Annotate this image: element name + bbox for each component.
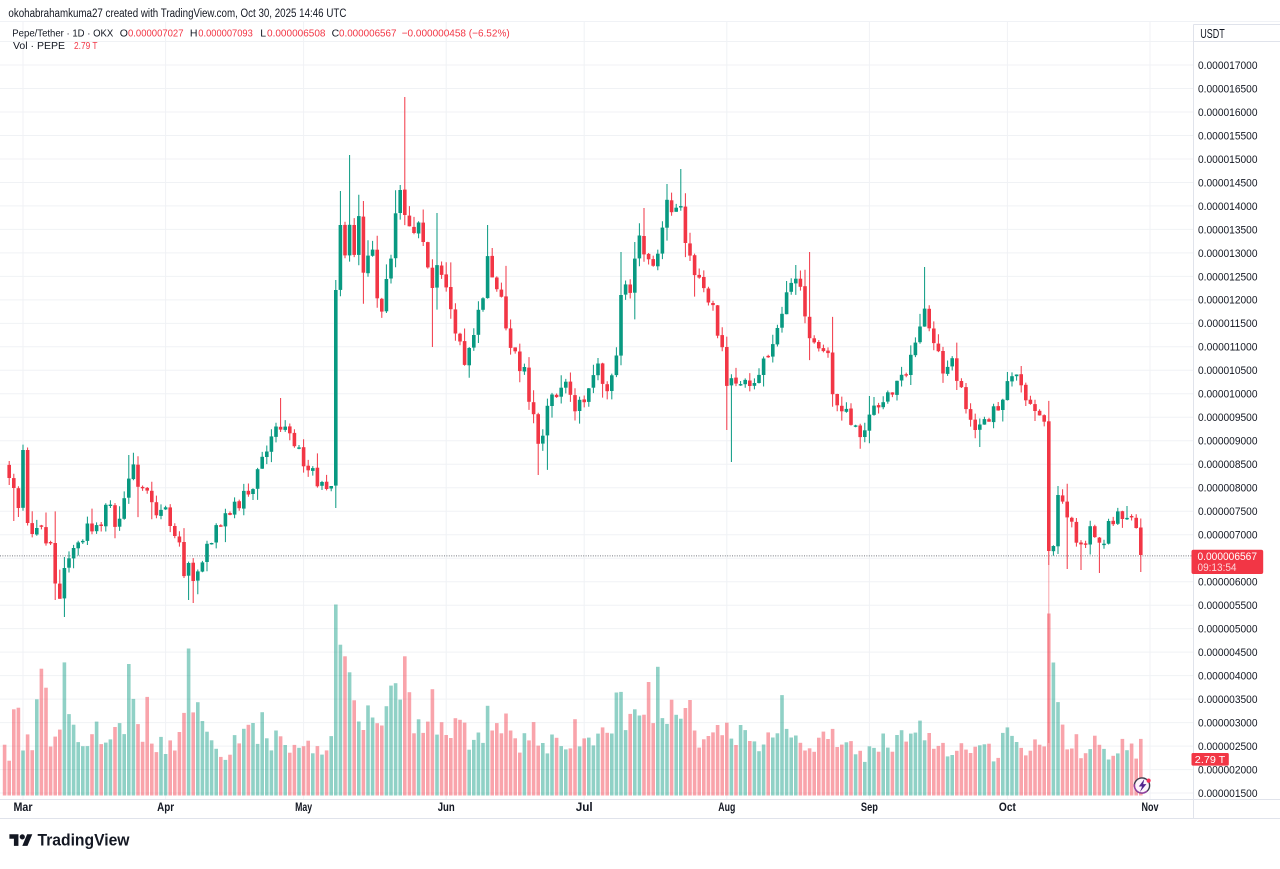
svg-text:0.000007000: 0.000007000 <box>1198 530 1258 542</box>
svg-text:Nov: Nov <box>1142 800 1159 814</box>
svg-text:okohabrahamkuma27 created with: okohabrahamkuma27 created with TradingVi… <box>8 8 346 20</box>
svg-text:09:13:54: 09:13:54 <box>1198 562 1237 574</box>
svg-text:0.000014500: 0.000014500 <box>1198 177 1258 189</box>
svg-text:0.000003500: 0.000003500 <box>1198 694 1258 706</box>
svg-text:0.000007027: 0.000007027 <box>128 27 184 39</box>
svg-text:0.000009500: 0.000009500 <box>1198 412 1258 424</box>
svg-text:0.000004000: 0.000004000 <box>1198 671 1258 683</box>
svg-text:0.000003000: 0.000003000 <box>1198 717 1258 729</box>
svg-text:2.79 T: 2.79 T <box>1195 755 1226 766</box>
svg-text:0.000011500: 0.000011500 <box>1198 318 1258 330</box>
svg-text:Pepe/Tether · 1D · OKX: Pepe/Tether · 1D · OKX <box>12 27 113 39</box>
svg-text:0.000010500: 0.000010500 <box>1198 365 1258 377</box>
svg-text:O: O <box>120 27 128 39</box>
svg-text:−0.000000458 (−6.52%): −0.000000458 (−6.52%) <box>402 27 510 39</box>
svg-text:Aug: Aug <box>718 800 735 814</box>
svg-text:0.000015000: 0.000015000 <box>1198 154 1258 166</box>
svg-text:0.000002000: 0.000002000 <box>1198 764 1258 776</box>
svg-text:0.000001500: 0.000001500 <box>1198 788 1258 800</box>
svg-text:0.000015500: 0.000015500 <box>1198 130 1258 142</box>
svg-text:TradingView: TradingView <box>38 832 130 850</box>
svg-text:Sep: Sep <box>861 800 878 814</box>
svg-text:0.000004500: 0.000004500 <box>1198 647 1258 659</box>
svg-text:Oct: Oct <box>999 800 1016 814</box>
svg-text:0.000008000: 0.000008000 <box>1198 483 1258 495</box>
svg-text:2.79 T: 2.79 T <box>74 40 98 52</box>
svg-text:Mar: Mar <box>14 800 33 814</box>
svg-text:May: May <box>295 800 312 814</box>
svg-text:0.000008500: 0.000008500 <box>1198 459 1258 471</box>
svg-text:0.000006567: 0.000006567 <box>339 27 397 39</box>
svg-text:0.000010000: 0.000010000 <box>1198 389 1258 401</box>
svg-text:Jun: Jun <box>438 800 455 814</box>
svg-text:0.000013500: 0.000013500 <box>1198 224 1258 236</box>
svg-text:Apr: Apr <box>157 800 174 814</box>
svg-text:H: H <box>190 27 198 39</box>
svg-text:0.000006567: 0.000006567 <box>1198 551 1258 563</box>
svg-text:0.000007500: 0.000007500 <box>1198 506 1258 518</box>
svg-text:0.000006508: 0.000006508 <box>267 27 326 39</box>
svg-text:0.000012500: 0.000012500 <box>1198 271 1258 283</box>
svg-text:0.000014000: 0.000014000 <box>1198 201 1258 213</box>
svg-text:C: C <box>332 27 340 39</box>
svg-text:0.000002500: 0.000002500 <box>1198 741 1258 753</box>
svg-text:0.000013000: 0.000013000 <box>1198 248 1258 260</box>
svg-text:L: L <box>260 27 266 39</box>
svg-text:0.000012000: 0.000012000 <box>1198 295 1258 307</box>
svg-text:0.000009000: 0.000009000 <box>1198 436 1258 448</box>
svg-text:0.000006000: 0.000006000 <box>1198 577 1258 589</box>
svg-text:0.000011000: 0.000011000 <box>1198 342 1258 354</box>
svg-text:0.000005000: 0.000005000 <box>1198 624 1258 636</box>
svg-text:0.000005500: 0.000005500 <box>1198 600 1258 612</box>
svg-text:0.000016000: 0.000016000 <box>1198 107 1258 119</box>
svg-text:Jul: Jul <box>576 800 593 814</box>
svg-text:0.000016500: 0.000016500 <box>1198 83 1258 95</box>
svg-text:0.000007093: 0.000007093 <box>198 27 253 39</box>
svg-text:Vol · PEPE: Vol · PEPE <box>13 40 65 52</box>
svg-text:USDT: USDT <box>1200 27 1225 41</box>
svg-text:0.000017000: 0.000017000 <box>1198 60 1258 72</box>
